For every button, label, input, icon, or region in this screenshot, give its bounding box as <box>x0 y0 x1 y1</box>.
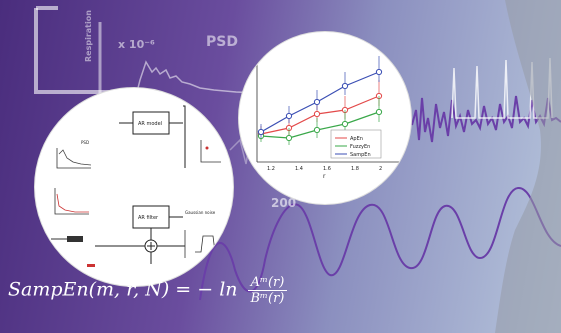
right-inset-chart: 1.2 1.4 1.6 1.8 2 ApEn FuzzyEn SampEn r <box>238 31 412 205</box>
inset-point <box>285 112 293 120</box>
inset-point <box>341 120 349 128</box>
inset-legend-label: ApEn <box>350 136 363 142</box>
left-inset-diagram: AR model AR filter Gaussian noise PSD <box>34 87 234 287</box>
ar-filter-label: AR filter <box>138 215 159 221</box>
formula-lhs: SampEn(m, r, N) = − ln <box>8 278 238 301</box>
inset-ticks-group: 1.2 1.4 1.6 1.8 2 <box>267 166 382 172</box>
inset-point <box>375 108 383 116</box>
inset-legend-label: SampEn <box>350 152 371 158</box>
psd-curve <box>135 60 261 97</box>
inset-xlabel: r <box>323 173 326 180</box>
inset-point <box>375 68 383 76</box>
ar-model-label: AR model <box>138 121 162 127</box>
mini-plot-axes <box>56 148 91 169</box>
mini-plot-curve <box>58 149 92 166</box>
inset-series-group <box>257 56 383 145</box>
respiration-ylabel: Respiration <box>84 10 93 62</box>
inset-legend-items: ApEn FuzzyEn SampEn <box>335 136 371 158</box>
exponent-label: x 10⁻⁶ <box>118 38 155 51</box>
mini-plot-curve-2 <box>56 193 89 213</box>
inset-point <box>313 126 321 134</box>
formula-denominator: Bᵐ(r) <box>250 291 285 306</box>
axis-tick-label: 200 <box>271 196 297 210</box>
inset-point <box>313 98 321 106</box>
left-inset-svg: AR model AR filter Gaussian noise PSD <box>51 105 221 267</box>
mini-point <box>205 146 209 150</box>
formula-numerator: Aᵐ(r) <box>247 275 288 291</box>
inset-point <box>313 110 321 118</box>
inset-legend-label: FuzzyEn <box>350 144 370 150</box>
mini-plot-axes-2 <box>54 188 89 215</box>
formula-fraction: Aᵐ(r) Bᵐ(r) <box>247 275 288 306</box>
inset-point <box>285 134 293 142</box>
noisy-signal <box>411 95 561 143</box>
mini-plot-axes-3 <box>200 140 221 163</box>
left-psd-label: PSD <box>81 140 89 145</box>
input-block <box>67 236 83 242</box>
inset-legend <box>330 129 382 159</box>
inset-point <box>341 82 349 90</box>
inset-x-tick-label: 1.2 <box>267 166 275 172</box>
noise-label: Gaussian noise <box>185 210 216 215</box>
sampen-formula: SampEn(m, r, N) = − ln Aᵐ(r) Bᵐ(r) <box>8 275 288 306</box>
inset-x-tick-label: 2 <box>379 166 382 172</box>
inset-x-tick-label: 1.4 <box>295 166 303 172</box>
psd-label: PSD <box>206 34 238 50</box>
bracket-right <box>183 105 186 168</box>
torso-silhouette <box>495 0 561 333</box>
inset-point <box>257 128 265 136</box>
inset-x-tick-label: 1.8 <box>351 166 359 172</box>
red-marker <box>87 264 95 267</box>
psd-frame <box>34 8 112 94</box>
inset-chart-svg: 1.2 1.4 1.6 1.8 2 ApEn FuzzyEn SampEn r <box>256 50 399 180</box>
inset-x-tick-label: 1.6 <box>323 166 331 172</box>
